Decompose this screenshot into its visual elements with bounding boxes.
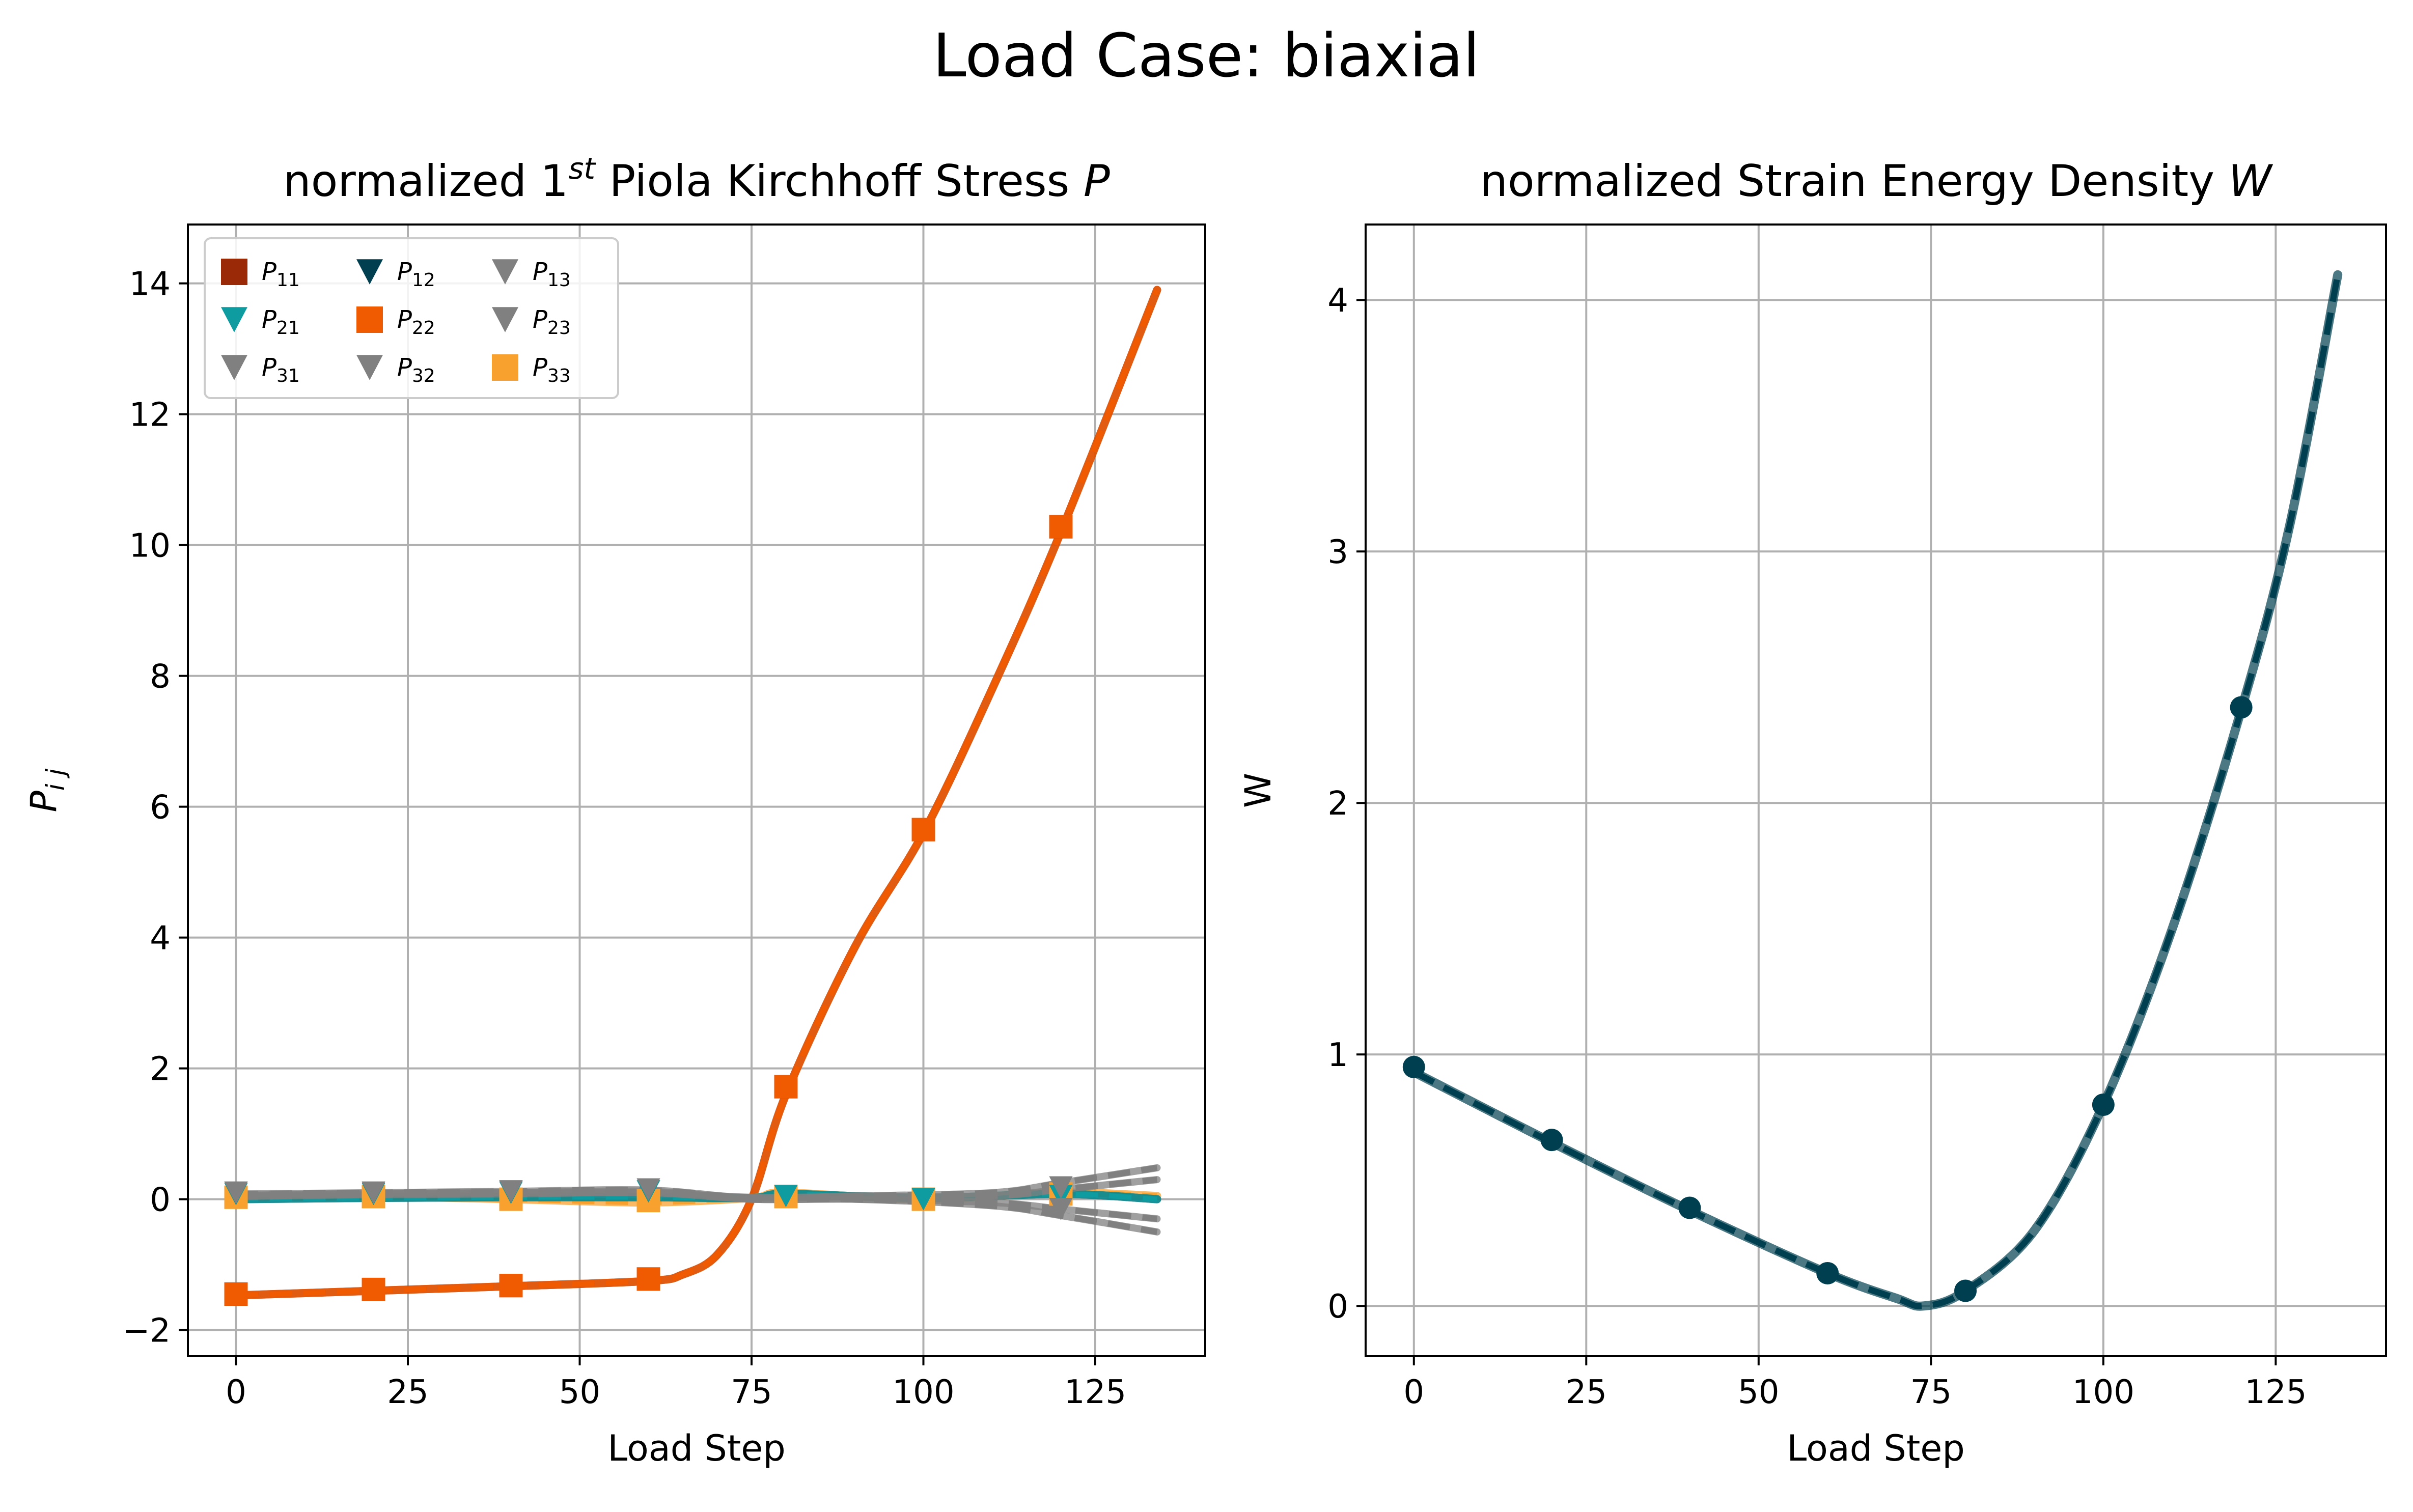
series-dashed-p22 [236, 289, 1160, 1298]
legend-marker-p31 [221, 355, 247, 380]
y-tick-label: 0 [150, 1182, 171, 1219]
marker-w [1816, 1262, 1839, 1284]
legend-marker-p22 [356, 306, 383, 333]
marker-w [2092, 1094, 2115, 1116]
series-line-w [1409, 270, 2343, 1311]
marker-p21 [911, 1188, 935, 1211]
marker-p32 [499, 1180, 523, 1203]
x-tick-label: 125 [2244, 1374, 2307, 1411]
legend-label-p33: P33 [533, 353, 571, 386]
x-tick-label: 0 [226, 1374, 246, 1411]
marker-p22 [362, 1277, 385, 1301]
legend-label-p11: P11 [262, 258, 300, 291]
stress-panel: 0 25 50 75 100 125 −2 0 2 4 6 8 10 12 14 Load Step Pi j n… [23, 151, 1206, 1469]
y-tick-label: 2 [150, 1051, 171, 1088]
stress-plot-area [224, 286, 1161, 1306]
marker-w [1678, 1196, 1701, 1219]
x-tick-label: 75 [731, 1374, 772, 1411]
y-tick-label: 10 [129, 527, 171, 565]
energy-axes-frame [1365, 223, 2387, 1357]
marker-w [1402, 1055, 1425, 1078]
legend-label-p21: P21 [262, 305, 300, 339]
marker-p22 [224, 1282, 248, 1306]
marker-p21 [774, 1185, 798, 1208]
energy-grid [1366, 225, 2386, 1356]
stress-legend: P11 P12 P13 P21 P22 P23 P31 P32 P33 [204, 237, 619, 399]
marker-p22 [499, 1274, 523, 1298]
legend-label-p23: P23 [533, 305, 571, 339]
legend-label-p12: P12 [397, 258, 435, 291]
stress-axes-frame [187, 223, 1206, 1357]
legend-label-p31: P31 [262, 353, 300, 386]
x-tick-label: 100 [2072, 1374, 2134, 1411]
y-tick-label: 0 [1327, 1288, 1348, 1326]
legend-marker-p11 [221, 259, 247, 285]
stress-y-axis-label: Pi j [23, 768, 70, 812]
x-tick-label: 50 [559, 1374, 600, 1411]
legend-marker-p32 [356, 355, 383, 380]
legend-label-p22: P22 [397, 305, 435, 339]
stress-panel-title: normalized 1st Piola Kirchhoff Stress P [283, 151, 1110, 207]
marker-p22 [1049, 515, 1073, 539]
figure-suptitle: Load Case: biaxial [933, 20, 1480, 91]
y-tick-label: 8 [150, 658, 171, 696]
y-tick-label: 4 [150, 920, 171, 958]
y-tick-label: 1 [1327, 1037, 1348, 1074]
legend-marker-p23 [492, 307, 518, 332]
stress-x-axis-label: Load Step [607, 1427, 786, 1469]
y-tick-label: 14 [129, 266, 171, 303]
series-dashed-p13 [236, 1164, 1158, 1201]
x-tick-label: 75 [1910, 1374, 1952, 1411]
series-dashed-p31 [236, 1177, 1158, 1201]
marker-w [1540, 1129, 1563, 1152]
x-tick-label: 125 [1064, 1374, 1126, 1411]
x-tick-label: 100 [892, 1374, 954, 1411]
marker-w [2230, 696, 2253, 719]
marker-p32 [362, 1181, 385, 1204]
y-tick-label: 3 [1327, 534, 1348, 571]
x-tick-label: 25 [387, 1374, 428, 1411]
legend-marker-p33 [492, 354, 518, 381]
y-tick-label: 4 [1327, 282, 1348, 320]
energy-panel-title: normalized Strain Energy Density W [1480, 156, 2273, 207]
y-tick-label: 6 [150, 789, 171, 827]
marker-p22 [774, 1075, 798, 1099]
marker-p32 [636, 1178, 660, 1201]
series-dashed-p32 [236, 1189, 1158, 1222]
energy-plot-area [1402, 270, 2343, 1311]
legend-label-p32: P32 [397, 353, 435, 386]
marker-p22 [911, 818, 935, 842]
marker-p22 [636, 1267, 660, 1291]
x-tick-label: 0 [1403, 1374, 1424, 1411]
marker-p32 [1049, 1198, 1073, 1220]
marker-w [1954, 1279, 1977, 1302]
energy-x-axis-label: Load Step [1787, 1427, 1965, 1469]
legend-marker-p13 [492, 259, 518, 285]
series-dashed-p23 [236, 1188, 1158, 1235]
y-tick-label: −2 [123, 1312, 171, 1350]
legend-label-p13: P13 [533, 258, 571, 291]
y-tick-label: 2 [1327, 785, 1348, 823]
energy-y-axis-label: W [1237, 773, 1279, 808]
legend-marker-p12 [356, 259, 383, 285]
marker-p32 [224, 1181, 248, 1204]
y-tick-label: 12 [129, 397, 171, 434]
x-tick-label: 50 [1738, 1374, 1779, 1411]
x-tick-label: 25 [1566, 1374, 1607, 1411]
marker-p31 [1049, 1176, 1073, 1199]
legend-marker-p21 [221, 307, 247, 332]
